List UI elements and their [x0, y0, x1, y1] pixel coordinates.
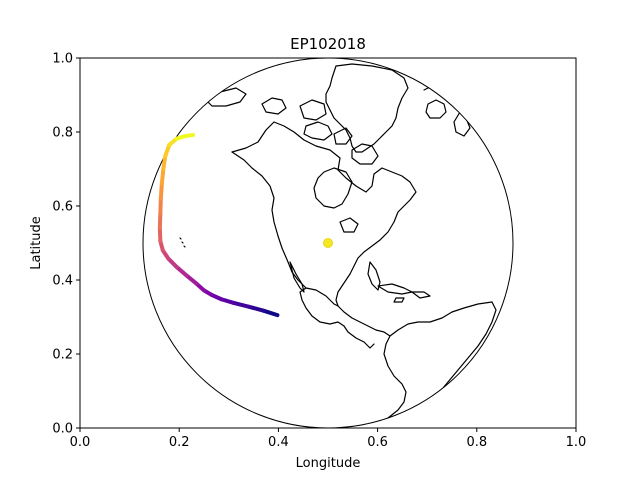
- chart-title: EP102018: [290, 35, 366, 53]
- y-tick-label: 0.2: [52, 348, 73, 363]
- x-axis-label: Longitude: [296, 456, 361, 471]
- x-tick-label: 0.4: [268, 435, 289, 450]
- x-tick-label: 0.6: [367, 435, 388, 450]
- track-segment: [162, 169, 163, 184]
- y-tick-label: 0.6: [52, 200, 73, 215]
- y-tick-label: 0.8: [52, 126, 73, 141]
- track-segment: [185, 135, 193, 136]
- y-tick-label: 0.0: [52, 422, 73, 437]
- x-axis-ticks: 0.0 0.2 0.4 0.6 0.8 1.0: [70, 428, 587, 450]
- x-tick-label: 0.0: [70, 435, 91, 450]
- y-tick-label: 0.4: [52, 274, 73, 289]
- track-segment: [161, 184, 162, 199]
- y-axis-label: Latitude: [29, 216, 44, 270]
- y-tick-label: 1.0: [52, 52, 73, 67]
- x-tick-label: 0.2: [169, 435, 190, 450]
- y-axis-ticks: 0.0 0.2 0.4 0.6 0.8 1.0: [52, 52, 80, 437]
- x-tick-label: 0.8: [466, 435, 487, 450]
- globe-center-marker: [324, 239, 333, 248]
- x-tick-label: 1.0: [566, 435, 587, 450]
